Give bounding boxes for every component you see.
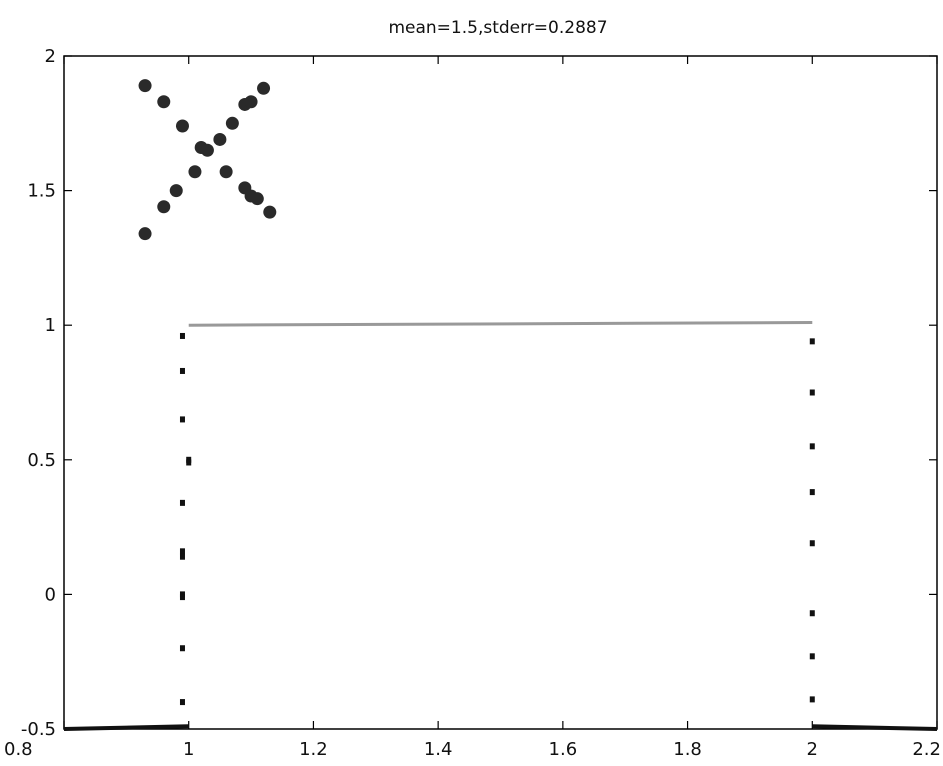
dot-point <box>179 499 185 506</box>
x-tick-label: 2.2 <box>912 739 941 760</box>
dot-point <box>179 416 185 423</box>
scatter-point <box>219 165 233 179</box>
chart-title: mean=1.5,stderr=0.2887 <box>388 18 607 38</box>
dot-point <box>186 459 192 466</box>
dot-point <box>179 699 185 706</box>
series-4-line <box>812 724 938 731</box>
x-tick-label: 0.8 <box>4 739 33 760</box>
x-tick-label: 1.4 <box>424 739 453 760</box>
y-axis: -0.5 0 0.5 1 1.5 2 <box>21 46 937 740</box>
scatter-point <box>250 192 264 206</box>
dot-point <box>179 332 185 339</box>
dot-point <box>179 645 185 652</box>
y-tick-label: 2 <box>45 46 56 67</box>
x-tick-label: 2 <box>807 739 818 760</box>
series-2-line <box>188 321 813 327</box>
scatter-point <box>138 79 152 93</box>
scatter-point <box>157 200 171 214</box>
scatter-point <box>175 119 189 133</box>
y-tick-label: -0.5 <box>21 719 56 740</box>
dot-point <box>179 553 185 560</box>
series-3-line <box>63 724 189 731</box>
scatter-point <box>157 95 171 109</box>
y-tick-label: 1.5 <box>27 181 56 202</box>
data-marks <box>63 79 938 731</box>
scatter-point <box>169 184 183 198</box>
scatter-point <box>138 227 152 241</box>
y-tick-label: 0 <box>45 584 56 605</box>
plot-area-frame <box>63 55 938 730</box>
y-tick-label: 1 <box>45 315 56 336</box>
dot-point <box>809 696 815 703</box>
scatter-point <box>213 132 227 146</box>
dot-point <box>809 540 815 547</box>
x-tick-label: 1.6 <box>549 739 578 760</box>
dot-point <box>809 443 815 450</box>
x-tick-label: 1.8 <box>673 739 702 760</box>
scatter-point <box>257 81 271 95</box>
x-axis: 0.8 1 1.2 1.4 1.6 1.8 2 2.2 <box>4 56 941 760</box>
x-tick-label: 1 <box>183 739 194 760</box>
dot-point <box>809 653 815 660</box>
dot-point <box>179 548 185 555</box>
scatter-point <box>244 95 258 109</box>
dot-point <box>809 389 815 396</box>
dot-point <box>809 489 815 496</box>
x-tick-label: 1.2 <box>299 739 328 760</box>
dot-point <box>179 367 185 374</box>
y-tick-label: 0.5 <box>27 450 56 471</box>
dot-point <box>809 610 815 617</box>
scatter-point <box>225 116 239 130</box>
dot-point <box>809 338 815 345</box>
scatter-point <box>200 143 214 157</box>
scatter-point <box>263 205 277 219</box>
scatter-point <box>188 165 202 179</box>
dot-point <box>179 594 185 601</box>
